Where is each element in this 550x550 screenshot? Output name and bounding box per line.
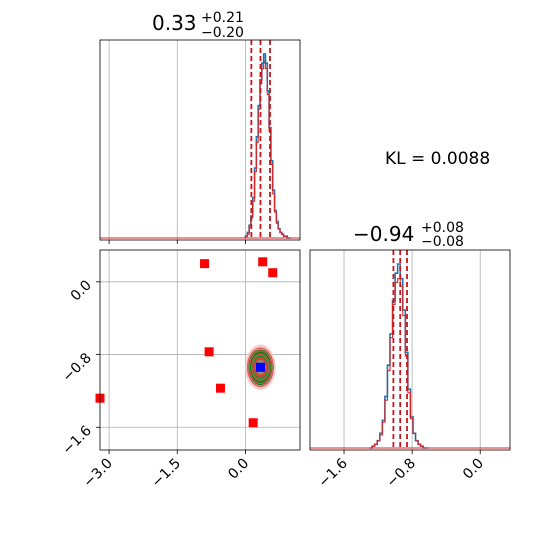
hist-param2-quantiles xyxy=(392,250,408,450)
sample-cloud-contour xyxy=(247,347,274,387)
scatter-outlier-point xyxy=(200,259,210,269)
hist-param2-title-median: −0.94 xyxy=(353,222,414,246)
kl-divergence-label: KL = 0.0088 xyxy=(385,149,490,169)
hist-param2-grid xyxy=(343,250,481,450)
hist-param1-series-1 xyxy=(244,60,291,239)
hist-param2-panel: −1.6 −0.8 0.0 −0.94 +0.08 −0.08 xyxy=(309,220,511,491)
hist-param1-title-upper: +0.21 xyxy=(201,10,244,26)
scatter-outlier-point xyxy=(248,418,258,428)
sample-cloud-contour xyxy=(248,350,273,385)
hist-param2-xtick-label: −0.8 xyxy=(384,456,419,491)
hist-param2-ticks: −1.6 −0.8 0.0 xyxy=(316,450,487,491)
hist-param1-panel: 0.33 +0.21 −0.20 xyxy=(99,10,301,244)
scatter-outlier-point xyxy=(268,268,278,278)
hist-param2-series-0 xyxy=(369,263,429,449)
hist-param2-series-1 xyxy=(369,278,429,449)
hist-param2-title-lower: −0.08 xyxy=(421,234,464,250)
hist-param2-title-upper: +0.08 xyxy=(421,220,464,236)
scatter-outlier-point xyxy=(215,383,225,393)
hist-param2-frame xyxy=(309,249,511,451)
hist-param2-xtick-label: −1.6 xyxy=(316,455,351,490)
hist-param1-quantiles xyxy=(250,40,271,240)
scatter-outlier-point xyxy=(258,257,268,267)
scatter-xtick-label: 0.0 xyxy=(225,456,252,483)
scatter-panel: −3.0 −1.5 0.0 0.0 −0.8 −1.6 xyxy=(59,249,301,491)
hist-param1-frame xyxy=(99,39,301,241)
scatter-xtick-label: −3.0 xyxy=(81,456,116,491)
scatter-truth-point xyxy=(255,362,265,372)
scatter-xtick-label: −1.5 xyxy=(149,456,184,491)
scatter-points xyxy=(95,257,278,428)
sample-cloud-contour xyxy=(251,354,270,381)
scatter-ytick-label: 0.0 xyxy=(68,277,95,304)
scatter-frame xyxy=(99,249,301,451)
hist-param1-series xyxy=(100,53,300,239)
hist-param1-title-median: 0.33 xyxy=(152,11,197,35)
hist-param1-title-lower: −0.20 xyxy=(201,25,244,41)
scatter-ytick-label: −0.8 xyxy=(59,350,94,385)
hist-param1-ticks xyxy=(108,240,246,244)
hist-param2-xtick-label: 0.0 xyxy=(460,456,487,483)
hist-param2-series xyxy=(310,263,510,449)
hist-param1-grid xyxy=(108,40,246,240)
scatter-ytick-label: −1.6 xyxy=(59,423,94,458)
scatter-outlier-point xyxy=(204,347,214,357)
